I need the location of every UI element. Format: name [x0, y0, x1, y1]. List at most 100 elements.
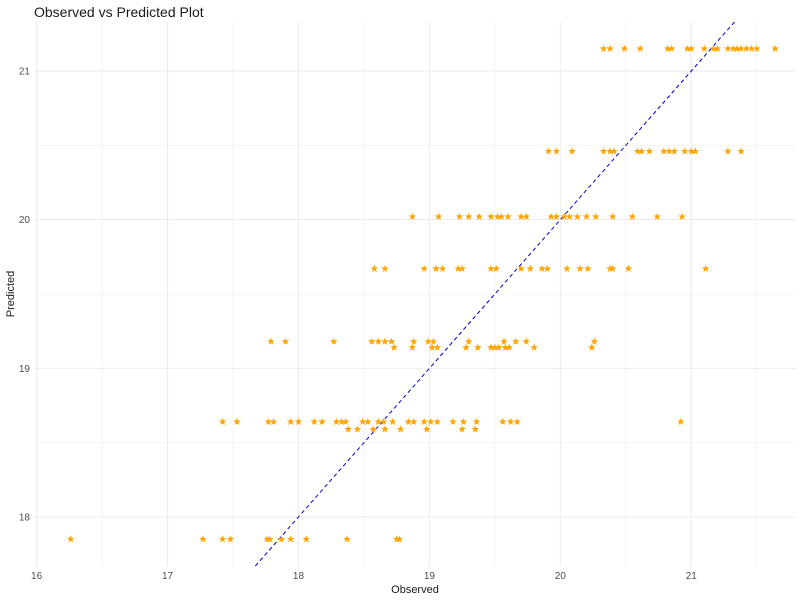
data-point: [429, 337, 438, 345]
data-point: [381, 264, 389, 272]
data-point: [737, 147, 745, 155]
data-point: [504, 212, 512, 220]
data-point: [487, 212, 495, 220]
data-point: [501, 343, 510, 351]
data-point: [691, 147, 699, 155]
data-point: [487, 343, 495, 351]
data-point: [381, 337, 389, 345]
y-tick-label: 18: [19, 512, 31, 523]
data-point: [678, 212, 686, 220]
data-point: [433, 417, 442, 426]
data-point: [729, 44, 737, 52]
data-point: [424, 337, 432, 345]
data-point: [218, 535, 227, 543]
data-point: [742, 44, 751, 52]
data-point: [332, 417, 341, 426]
tick-labels: 16 17 18 19 20 21 18 19 20 21: [19, 67, 697, 582]
data-point: [218, 417, 227, 426]
data-point: [454, 264, 463, 272]
data-point: [286, 417, 295, 426]
data-point: [455, 212, 464, 220]
data-point: [576, 264, 584, 272]
data-point: [701, 264, 710, 272]
data-point: [591, 212, 600, 220]
data-point: [687, 44, 696, 52]
y-tick-label: 19: [19, 364, 31, 375]
data-point: [318, 417, 326, 426]
data-point: [438, 264, 447, 272]
data-point: [683, 44, 692, 52]
data-point: [364, 417, 372, 426]
data-point: [624, 264, 633, 272]
data-point: [584, 264, 592, 272]
data-point: [513, 417, 521, 426]
data-point: [404, 417, 413, 426]
data-point: [560, 212, 569, 220]
data-point: [713, 44, 722, 52]
data-point: [724, 44, 732, 52]
data-point: [432, 264, 440, 272]
data-point: [471, 425, 480, 433]
data-point: [606, 44, 614, 52]
data-point: [709, 44, 718, 52]
y-tick-label: 20: [19, 215, 31, 226]
data-point: [459, 417, 468, 426]
data-point: [396, 425, 405, 433]
x-tick-label: 18: [293, 571, 305, 582]
data-point: [458, 425, 466, 433]
data-point: [680, 147, 689, 155]
data-point: [724, 147, 732, 155]
data-point: [233, 417, 241, 426]
data-point: [747, 44, 756, 52]
reference-line-layer: [254, 21, 735, 567]
data-point: [498, 417, 507, 426]
data-point: [487, 264, 495, 272]
data-point: [343, 535, 351, 543]
data-point: [277, 535, 286, 543]
chart-title: Observed vs Predicted Plot: [34, 4, 204, 20]
data-point: [369, 425, 377, 433]
data-point: [633, 147, 642, 155]
data-point: [409, 417, 418, 426]
data-point: [434, 212, 443, 220]
data-point: [492, 264, 500, 272]
data-point: [552, 212, 561, 220]
data-point: [395, 535, 404, 543]
data-point: [538, 264, 546, 272]
data-point: [491, 343, 499, 351]
data-point: [310, 417, 318, 426]
data-point: [344, 425, 353, 433]
data-point: [771, 44, 779, 52]
data-point: [420, 264, 428, 272]
data-point: [506, 417, 515, 426]
data-point: [381, 425, 389, 433]
data-point: [267, 337, 275, 345]
data-point: [665, 147, 673, 155]
data-point: [590, 337, 599, 345]
data-point: [387, 337, 396, 345]
data-point: [517, 212, 525, 220]
data-point: [526, 264, 535, 272]
data-point: [500, 337, 508, 345]
data-point: [733, 44, 741, 52]
data-point: [530, 343, 538, 351]
data-point: [449, 417, 457, 426]
y-axis-title: Predicted: [5, 271, 17, 317]
data-point: [563, 264, 571, 272]
points-layer: [66, 44, 779, 543]
data-point: [700, 44, 709, 52]
data-point: [653, 212, 662, 220]
data-point: [226, 535, 235, 543]
data-point: [608, 264, 617, 272]
data-point: [420, 417, 428, 426]
data-point: [265, 535, 274, 543]
data-point: [667, 44, 676, 52]
data-point: [464, 337, 473, 345]
data-point: [497, 212, 506, 220]
data-point: [409, 337, 418, 345]
data-point: [544, 147, 553, 155]
data-point: [379, 417, 388, 426]
data-point: [522, 212, 531, 220]
data-point: [428, 343, 436, 351]
